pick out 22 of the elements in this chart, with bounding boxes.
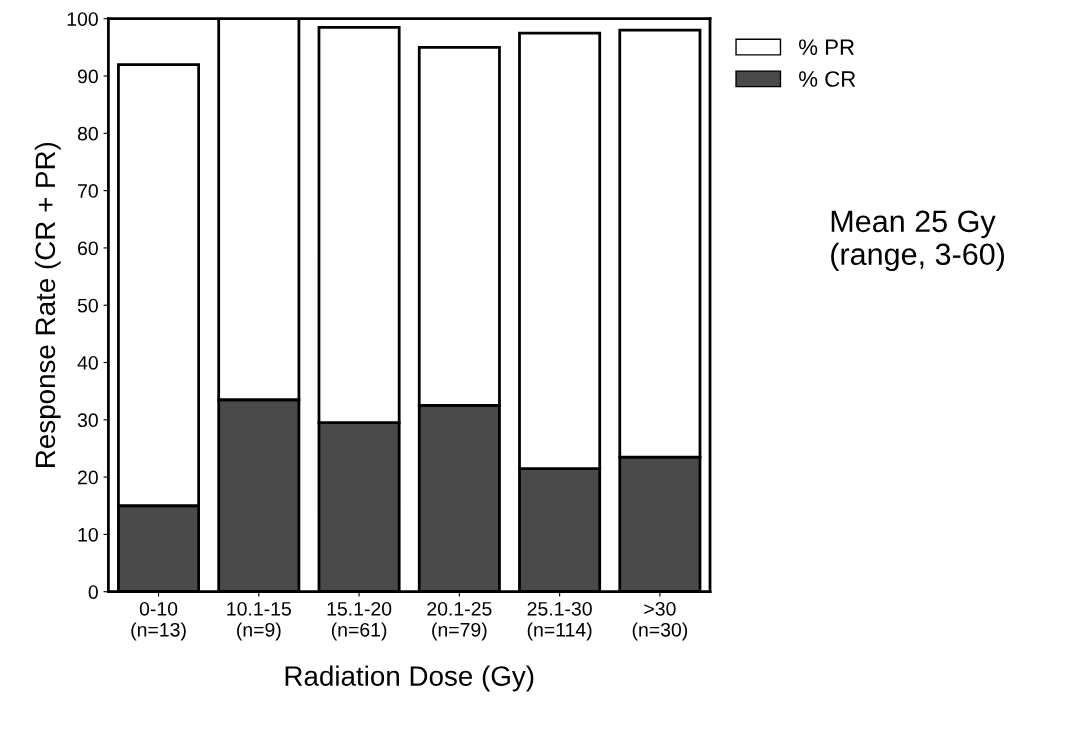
x-tick-label: 25.1-30 (n=114) [527,601,592,641]
x-tick-label: 10.1-15 (n=9) [227,601,291,641]
y-axis-title: Response Rate (CR + PR) [34,142,61,467]
y-tick-label: 100 [67,12,98,26]
y-tick-label: 10 [78,527,98,542]
y-tick-label: 20 [78,470,98,485]
y-tick-label: 40 [77,355,98,370]
text: Mean 25 Gy (range, 3-60) [831,210,1004,272]
legend-label: % CR [799,71,856,87]
x-tick-label: >30 (n=30) [632,601,688,641]
y-tick-label: 50 [77,298,98,313]
y-tick-label: 60 [78,241,98,256]
x-axis-title: Radiation Dose (Gy) [285,665,534,692]
y-tick-label: 90 [77,69,98,84]
y-tick-label: 80 [77,126,98,141]
y-tick-label: 0 [88,585,98,599]
x-tick-label: 0-10 (n=13) [131,601,186,641]
y-tick-label: 70 [78,184,98,198]
x-tick-label: 15.1-20 (n=61) [327,601,392,641]
y-tick-label: 30 [77,413,98,428]
legend-label: % PR [799,39,855,55]
x-tick-label: 20.1-25 (n=79) [427,601,492,641]
